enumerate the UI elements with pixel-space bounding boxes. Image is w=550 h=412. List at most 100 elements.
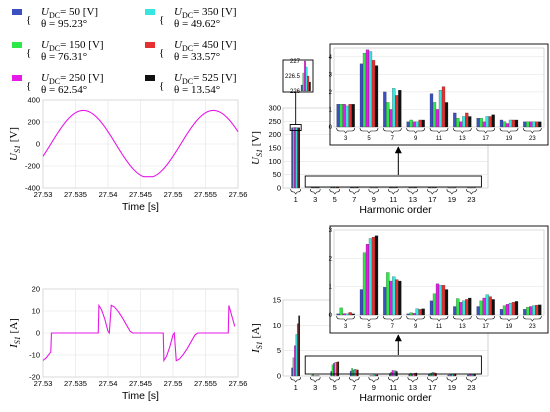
inset-x-tick-label: 3 (344, 324, 348, 330)
bar (359, 289, 364, 316)
category-brace (290, 376, 301, 383)
x-tick-label: 27.535 (64, 379, 87, 388)
bar (468, 374, 471, 377)
inset-x-tick-label: 9 (414, 136, 418, 142)
bar (342, 313, 346, 316)
inset-x-tick-label: 19 (506, 324, 513, 330)
bar (432, 293, 437, 316)
bar (336, 313, 340, 316)
y-tick-label: 150 (268, 144, 281, 153)
bar (356, 369, 359, 377)
inset-y-tick-label: 3 (329, 228, 333, 234)
inset-x-tick-label: 11 (436, 324, 443, 330)
x-tick-label: 27.545 (129, 190, 152, 199)
bar (389, 280, 393, 316)
inset-x-tick-label: 17 (482, 136, 489, 142)
bar (356, 187, 359, 189)
bar (538, 121, 542, 128)
category-brace (368, 376, 380, 383)
bar (430, 372, 433, 377)
inset-x-tick-label: 13 (459, 324, 466, 330)
bar (294, 127, 296, 189)
bar (392, 276, 396, 316)
inset-y-tick-label: 1 (329, 285, 333, 291)
bar (471, 374, 473, 377)
category-brace (383, 127, 402, 134)
bar (395, 279, 399, 316)
legend-item-0: { UDC= 50 [V] θ = 95.23° (12, 6, 98, 30)
category-brace (406, 315, 425, 322)
bar (376, 374, 379, 377)
bar (398, 90, 402, 128)
y-tick-label: 400 (27, 96, 40, 105)
bar (351, 104, 355, 128)
bar (535, 304, 539, 316)
legend-swatch (145, 75, 155, 81)
bar (352, 369, 355, 377)
bar (479, 118, 483, 128)
inset-y-tick-label: 0 (329, 313, 333, 319)
fundamental-bar (307, 75, 310, 92)
bar (444, 289, 449, 316)
bar (383, 287, 387, 316)
bar (441, 86, 446, 128)
legend-swatch (12, 42, 22, 48)
y-axis-label: US1 [V] (8, 127, 22, 161)
bar (529, 121, 533, 128)
bar (342, 104, 346, 128)
y-tick-label: 0 (277, 184, 281, 193)
y-tick-label: 15 (273, 296, 281, 305)
y-axis-label: IS1 [A] (8, 318, 22, 349)
legend-line2: θ = 49.62° (174, 18, 220, 30)
bar (485, 294, 489, 316)
fundamental-y-tick-label: 227 (290, 59, 301, 65)
x-axis-label: Time [s] (122, 390, 159, 402)
inset-y-tick-label: 1 (329, 107, 333, 113)
bar (375, 374, 377, 377)
bar (386, 272, 390, 316)
category-brace (427, 188, 438, 195)
category-brace (429, 127, 449, 134)
legend-brace: { (159, 47, 164, 59)
bar (348, 104, 352, 128)
legend-brace: { (159, 14, 164, 26)
zoom-region-box (304, 175, 482, 188)
fundamental-bar (304, 60, 306, 92)
bar (406, 313, 410, 316)
bar (462, 300, 466, 316)
bar (351, 368, 353, 377)
bar (459, 121, 463, 128)
inset-x-tick-label: 19 (506, 136, 513, 142)
fundamental-bar (305, 66, 308, 92)
y-tick-label: -20 (29, 373, 40, 382)
bar (391, 370, 394, 377)
x-tick-label: 27.555 (194, 190, 217, 199)
legend-item-5: { UDC= 525 [V] θ = 13.54° (145, 72, 237, 96)
bar (395, 95, 399, 128)
legend-swatch (12, 9, 22, 15)
bar (469, 374, 472, 377)
y-tick-label: 300 (268, 104, 281, 113)
bar (511, 302, 516, 316)
category-brace (348, 376, 360, 383)
series-line (42, 303, 236, 363)
category-brace (309, 188, 321, 195)
y-tick-label: 10 (32, 307, 40, 316)
y-axis-label: US1 [V] (250, 131, 264, 165)
category-brace (407, 188, 419, 195)
bar (421, 119, 425, 128)
bar (392, 88, 396, 128)
fundamental-bar (308, 81, 311, 92)
bar (368, 51, 373, 128)
x-axis-label: Harmonic order (359, 392, 432, 404)
legend-line1: UDC= 350 [V] (174, 6, 237, 20)
bar (532, 121, 536, 128)
inset-x-tick-label: 5 (367, 136, 371, 142)
x-tick-label: 23 (467, 195, 475, 204)
bar (441, 285, 446, 316)
zoom-region-box (304, 355, 482, 375)
inset-x-tick-label: 17 (482, 324, 489, 330)
bar (412, 121, 416, 128)
category-brace (290, 188, 301, 195)
